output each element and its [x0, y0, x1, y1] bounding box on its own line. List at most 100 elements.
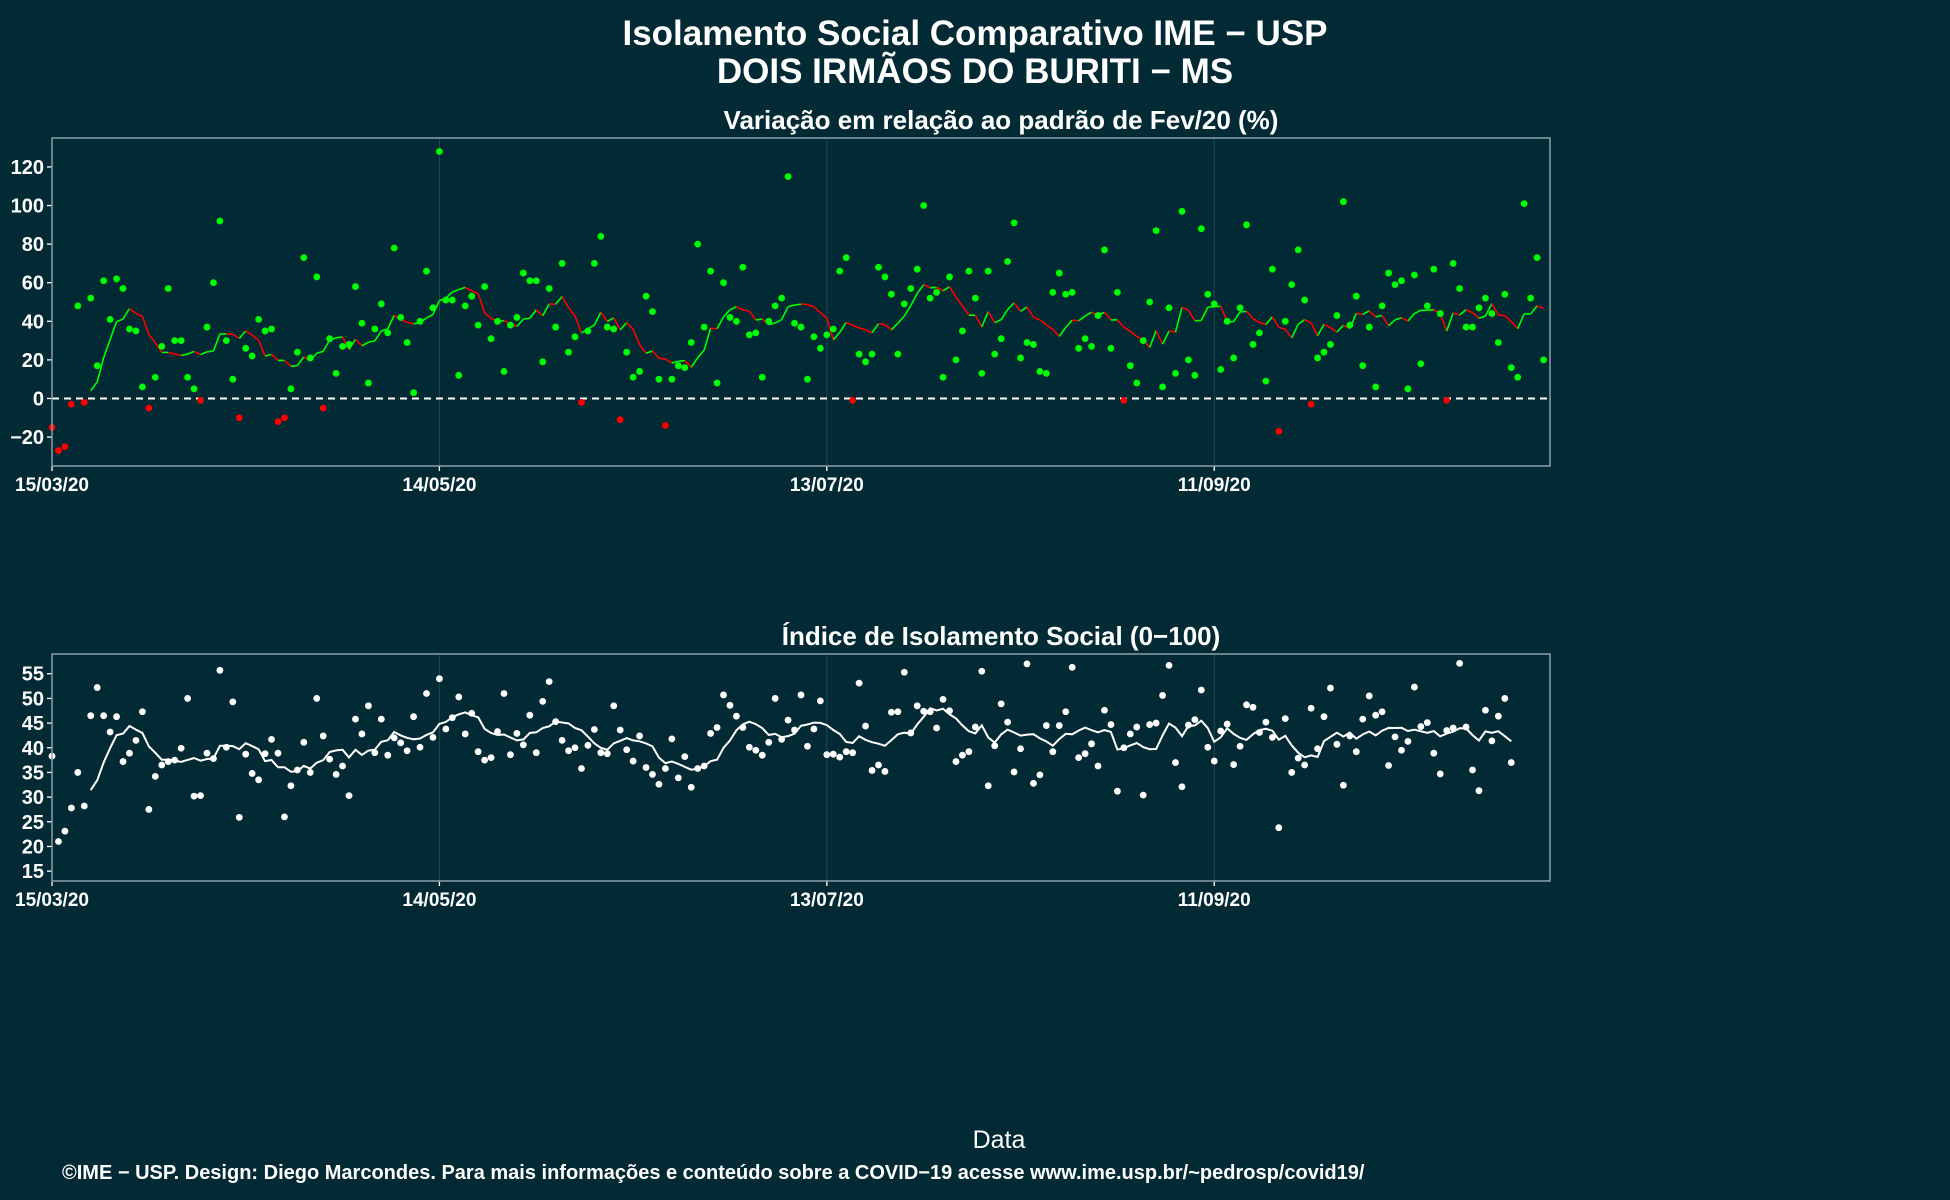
index-data-point [519, 741, 527, 749]
variation-trend-segment [878, 322, 886, 326]
variation-trend-segment [794, 303, 802, 306]
variation-data-point [1133, 379, 1141, 387]
variation-data-point [855, 350, 863, 358]
variation-data-point [1372, 383, 1380, 391]
index-data-point [1346, 732, 1354, 740]
variation-data-point [1152, 227, 1160, 235]
variation-data-point [519, 269, 527, 277]
variation-data-point [1281, 317, 1289, 325]
variation-data-point [1430, 265, 1438, 273]
variation-data-point [584, 327, 592, 335]
index-data-point [584, 741, 592, 749]
variation-trend-segment [1078, 315, 1086, 322]
index-data-point [1004, 718, 1012, 726]
index-data-point [448, 714, 456, 722]
variation-data-point [887, 290, 895, 298]
variation-y-tick-label: 40 [22, 311, 44, 333]
index-data-point [875, 761, 882, 769]
variation-trend-segment [1245, 310, 1254, 320]
variation-trend-segment [484, 312, 492, 319]
index-data-point [61, 827, 69, 835]
variation-data-point [455, 371, 463, 379]
index-data-point [1120, 744, 1128, 752]
variation-data-point [113, 275, 120, 283]
variation-trend-segment [1484, 303, 1493, 317]
index-data-point [1197, 686, 1205, 694]
index-data-point [842, 748, 850, 756]
index-data-point [1507, 759, 1515, 766]
variation-data-point [765, 317, 773, 325]
variation-trend-segment [1465, 308, 1473, 314]
variation-data-point [1036, 368, 1044, 375]
index-data-point [1339, 781, 1347, 789]
index-data-point [649, 771, 656, 778]
variation-data-point [720, 279, 727, 287]
variation-data-point [1204, 290, 1212, 298]
index-data-point [339, 762, 346, 770]
index-y-tick-label: 15 [22, 861, 44, 883]
variation-data-point [67, 400, 75, 408]
variation-data-point [403, 339, 411, 346]
variation-trend-segment [729, 305, 737, 311]
variation-data-point [1320, 348, 1328, 356]
index-data-point [106, 728, 114, 736]
index-data-point [823, 751, 831, 759]
index-data-point [558, 736, 566, 744]
variation-data-point [423, 267, 430, 275]
variation-data-point [487, 335, 495, 343]
variation-data-point [197, 397, 204, 404]
variation-data-point [93, 362, 101, 370]
variation-trend-segment [129, 307, 137, 314]
variation-trend-segment [948, 286, 957, 298]
index-data-point [474, 748, 482, 756]
variation-trend-segment [1284, 328, 1293, 339]
variation-data-point [578, 398, 585, 406]
variation-data-point [442, 296, 450, 304]
index-data-point [345, 792, 353, 800]
variation-trend-segment [1084, 311, 1092, 317]
variation-trend-segment [270, 353, 279, 362]
variation-trend-segment [264, 353, 272, 357]
variation-data-point [694, 240, 702, 248]
variation-trend-segment [257, 340, 266, 357]
variation-trend-segment [1072, 319, 1079, 322]
variation-trend-segment [638, 344, 647, 354]
index-data-point [1081, 750, 1089, 758]
index-data-point [700, 762, 708, 770]
index-data-point [403, 747, 411, 755]
variation-data-point [1217, 366, 1225, 373]
index-data-point [636, 732, 643, 740]
index-data-point [1139, 791, 1147, 799]
index-y-tick-label: 30 [22, 787, 44, 809]
variation-trend-segment [819, 312, 828, 319]
index-x-tick-label: 14/05/20 [402, 890, 476, 911]
index-data-point [1101, 706, 1108, 714]
variation-trend-segment [477, 293, 486, 314]
variation-trend-segment [1013, 302, 1022, 312]
variation-frame [51, 137, 1551, 467]
variation-data-point [377, 300, 385, 308]
index-data-point [1449, 724, 1457, 732]
index-data-point [1423, 719, 1431, 726]
variation-trend-segment [1232, 311, 1241, 323]
index-data-point [1088, 740, 1095, 748]
index-data-point [1475, 787, 1483, 795]
index-data-point [1378, 708, 1386, 716]
index-data-point [1191, 716, 1199, 724]
index-data-point [461, 730, 469, 738]
index-data-point [1185, 721, 1192, 729]
index-data-point [836, 753, 844, 761]
variation-trend-segment [852, 324, 860, 329]
variation-data-point [668, 375, 676, 383]
variation-plot-area [52, 138, 1550, 466]
variation-trend-segment [561, 296, 570, 309]
variation-trend-segment [780, 306, 789, 320]
variation-trend-segment [910, 293, 918, 306]
variation-data-point [597, 233, 605, 240]
variation-trend-segment [200, 351, 208, 356]
variation-data-point [791, 319, 798, 327]
variation-data-point [429, 304, 437, 312]
variation-trend-segment [174, 353, 182, 357]
variation-trend-segment [1052, 328, 1060, 337]
variation-data-point [158, 342, 166, 350]
